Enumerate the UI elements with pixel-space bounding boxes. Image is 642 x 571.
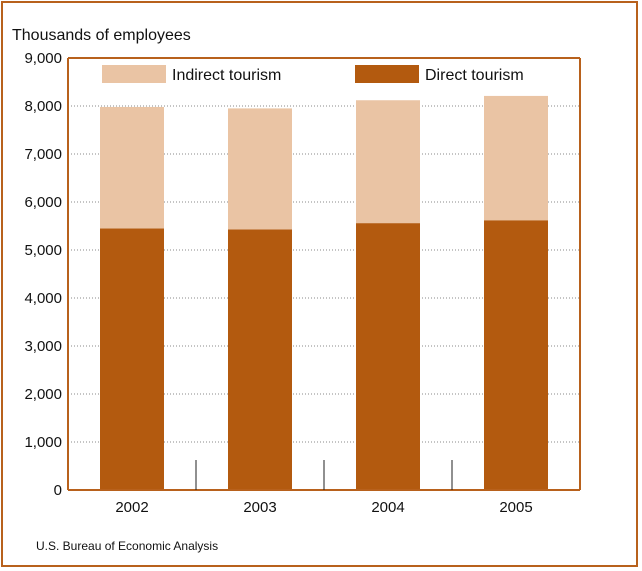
y-tick-label: 8,000	[24, 98, 62, 115]
bar-2002-indirect-tourism	[100, 106, 164, 229]
bar-2004-indirect-tourism	[356, 100, 420, 224]
legend-swatch-indirect-tourism	[102, 65, 166, 83]
y-tick-label: 3,000	[24, 338, 62, 355]
y-tick-label: 2,000	[24, 386, 62, 403]
legend: Indirect tourism Direct tourism	[102, 65, 524, 84]
bar-2005-direct-tourism	[484, 220, 548, 491]
y-tick-label: 7,000	[24, 146, 62, 163]
x-tick-label: 2004	[371, 499, 404, 516]
legend-label: Indirect tourism	[172, 67, 281, 84]
y-tick-label: 6,000	[24, 194, 62, 211]
bar-2004-direct-tourism	[356, 223, 420, 490]
y-tick-label: 4,000	[24, 290, 62, 307]
bar-2003-indirect-tourism	[228, 108, 292, 230]
y-axis-title: Thousands of employees	[12, 27, 191, 44]
y-tick-label: 5,000	[24, 242, 62, 259]
y-ticks: 0 1,000 2,000 3,000 4,000 5,000 6,000 7,000 8,00…	[24, 50, 62, 499]
legend-swatch-direct-tourism	[355, 65, 419, 83]
x-tick-label: 2005	[499, 499, 532, 516]
bar-2003-direct-tourism	[228, 229, 292, 491]
axes	[67, 57, 581, 491]
y-tick-label: 0	[54, 482, 62, 499]
bar-2002-direct-tourism	[100, 228, 164, 490]
x-tick-label: 2002	[115, 499, 148, 516]
bar-2005-indirect-tourism	[484, 95, 548, 221]
x-ticks: 2002 2003 2004 2005	[115, 499, 532, 516]
y-tick-label: 1,000	[24, 434, 62, 451]
x-tick-label: 2003	[243, 499, 276, 516]
source-note: U.S. Bureau of Economic Analysis	[36, 539, 218, 553]
bars	[100, 95, 548, 491]
y-tick-label: 9,000	[24, 50, 62, 67]
legend-label: Direct tourism	[425, 67, 524, 84]
